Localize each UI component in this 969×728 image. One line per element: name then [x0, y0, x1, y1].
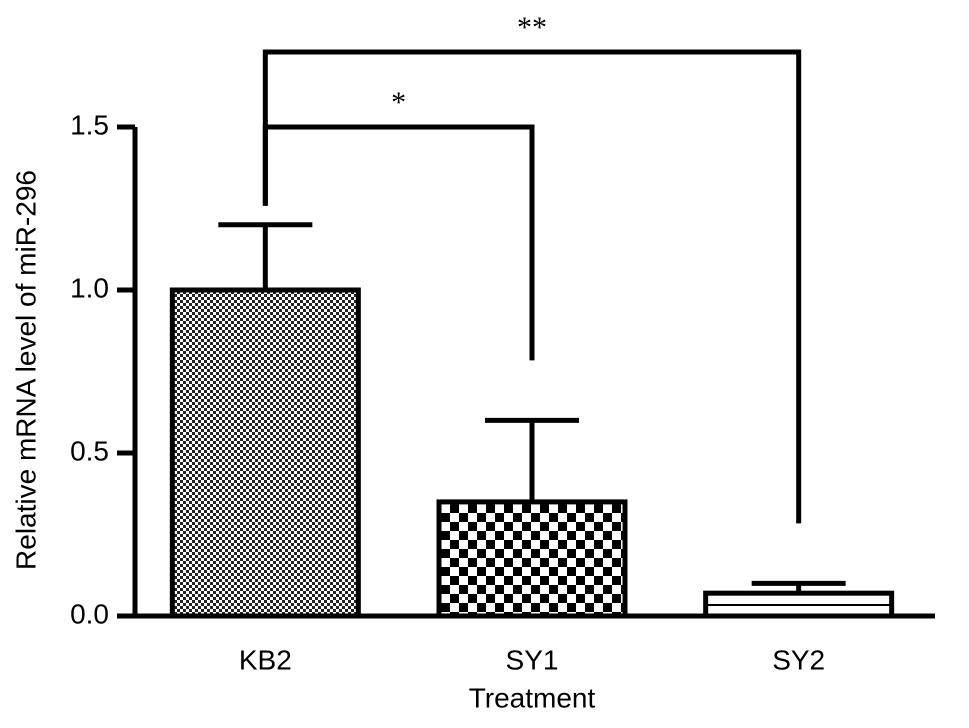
significance-label: **	[517, 11, 547, 44]
significance-bracket	[262, 49, 802, 524]
bar	[436, 499, 628, 619]
y-axis-label: Relative mRNA level of miR-296	[10, 170, 41, 570]
x-tick-label: KB2	[239, 644, 292, 675]
y-tick-label: 0.5	[70, 435, 109, 466]
bar	[169, 287, 361, 619]
x-tick-label: SY1	[506, 644, 559, 675]
y-tick-label: 1.0	[70, 272, 109, 303]
y-tick-label: 1.5	[70, 109, 109, 140]
x-axis-label: Treatment	[469, 682, 596, 713]
significance-label: *	[391, 86, 406, 119]
y-tick-label: 0.0	[70, 598, 109, 629]
bar	[703, 590, 895, 619]
x-tick-label: SY2	[772, 644, 825, 675]
